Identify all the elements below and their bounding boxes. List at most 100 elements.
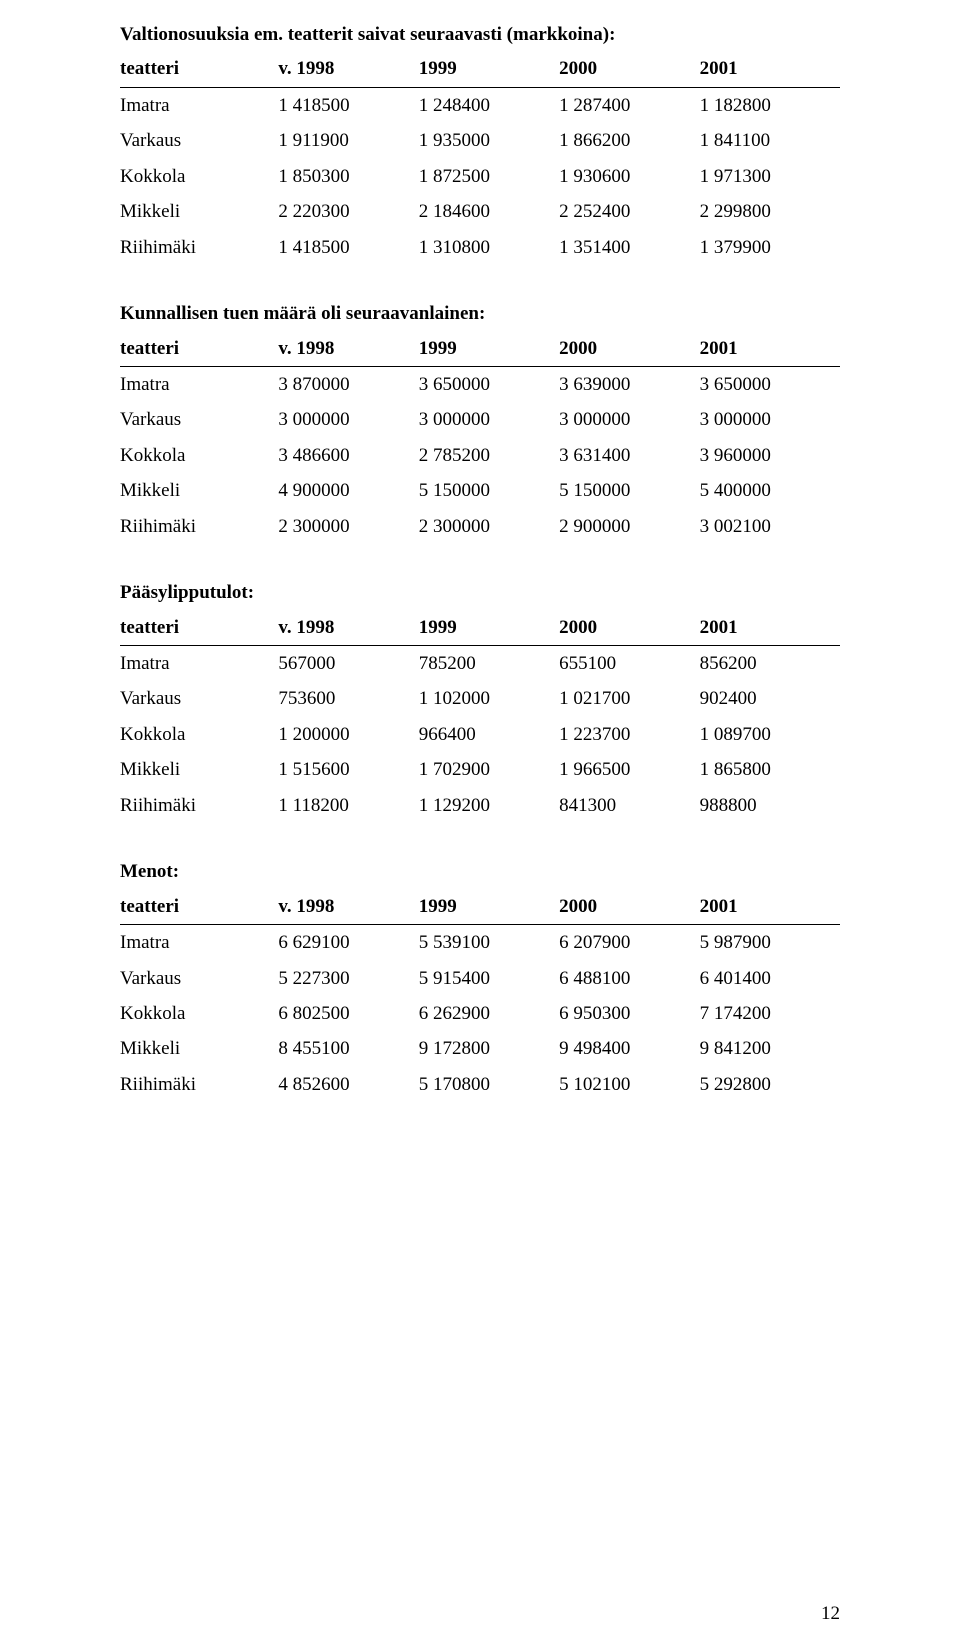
table-row: Mikkeli1 5156001 7029001 9665001 865800 [120, 752, 840, 787]
value-cell: 1 935000 [419, 123, 559, 158]
table-header-cell: teatteri [120, 610, 278, 646]
row-label-cell: Kokkola [120, 996, 278, 1031]
value-cell: 5 539100 [419, 925, 559, 961]
table-header-cell: 2001 [700, 51, 840, 87]
table-row: Varkaus7536001 1020001 021700902400 [120, 681, 840, 716]
page-number: 12 [821, 1599, 840, 1628]
row-label-cell: Riihimäki [120, 788, 278, 823]
table-header-cell: 2001 [700, 610, 840, 646]
value-cell: 1 200000 [278, 717, 418, 752]
row-label-cell: Riihimäki [120, 509, 278, 544]
row-label-cell: Mikkeli [120, 473, 278, 508]
value-cell: 3 650000 [700, 366, 840, 402]
row-label-cell: Imatra [120, 87, 278, 123]
row-label-cell: Imatra [120, 646, 278, 682]
value-cell: 2 785200 [419, 438, 559, 473]
table-row: Riihimäki4 8526005 1708005 1021005 29280… [120, 1067, 840, 1102]
value-cell: 5 400000 [700, 473, 840, 508]
table-row: Mikkeli2 2203002 1846002 2524002 299800 [120, 194, 840, 229]
table-header-cell: 1999 [419, 51, 559, 87]
table-header-cell: 2000 [559, 331, 699, 367]
value-cell: 5 227300 [278, 961, 418, 996]
value-cell: 1 841100 [700, 123, 840, 158]
value-cell: 988800 [700, 788, 840, 823]
value-cell: 966400 [419, 717, 559, 752]
value-cell: 1 515600 [278, 752, 418, 787]
row-label-cell: Imatra [120, 366, 278, 402]
table-header-cell: teatteri [120, 51, 278, 87]
table-header-cell: 1999 [419, 331, 559, 367]
table-header-cell: teatteri [120, 331, 278, 367]
value-cell: 2 300000 [419, 509, 559, 544]
value-cell: 6 401400 [700, 961, 840, 996]
value-cell: 3 639000 [559, 366, 699, 402]
value-cell: 1 866200 [559, 123, 699, 158]
row-label-cell: Riihimäki [120, 230, 278, 265]
table-header-cell: 2001 [700, 331, 840, 367]
section-title: Pääsylipputulot: [120, 578, 840, 607]
value-cell: 1 865800 [700, 752, 840, 787]
table-header-cell: 2000 [559, 889, 699, 925]
value-cell: 6 802500 [278, 996, 418, 1031]
table-header-cell: teatteri [120, 889, 278, 925]
value-cell: 3 000000 [559, 402, 699, 437]
data-table: teatteriv. 1998199920002001Imatra3 87000… [120, 331, 840, 545]
table-header-row: teatteriv. 1998199920002001 [120, 610, 840, 646]
table-row: Kokkola1 2000009664001 2237001 089700 [120, 717, 840, 752]
value-cell: 9 498400 [559, 1031, 699, 1066]
row-label-cell: Varkaus [120, 402, 278, 437]
value-cell: 3 870000 [278, 366, 418, 402]
value-cell: 1 129200 [419, 788, 559, 823]
value-cell: 902400 [700, 681, 840, 716]
table-header-cell: v. 1998 [278, 889, 418, 925]
value-cell: 5 915400 [419, 961, 559, 996]
table-header-cell: 2001 [700, 889, 840, 925]
row-label-cell: Mikkeli [120, 752, 278, 787]
value-cell: 655100 [559, 646, 699, 682]
value-cell: 1 702900 [419, 752, 559, 787]
value-cell: 567000 [278, 646, 418, 682]
value-cell: 3 000000 [419, 402, 559, 437]
row-label-cell: Varkaus [120, 961, 278, 996]
document-body: Valtionosuuksia em. teatterit saivat seu… [120, 20, 840, 1102]
value-cell: 1 418500 [278, 87, 418, 123]
table-row: Kokkola3 4866002 7852003 6314003 960000 [120, 438, 840, 473]
value-cell: 5 150000 [559, 473, 699, 508]
row-label-cell: Kokkola [120, 717, 278, 752]
value-cell: 8 455100 [278, 1031, 418, 1066]
value-cell: 785200 [419, 646, 559, 682]
table-row: Riihimäki1 4185001 3108001 3514001 37990… [120, 230, 840, 265]
table-row: Riihimäki2 3000002 3000002 9000003 00210… [120, 509, 840, 544]
value-cell: 1 118200 [278, 788, 418, 823]
value-cell: 5 150000 [419, 473, 559, 508]
table-row: Kokkola1 8503001 8725001 9306001 971300 [120, 159, 840, 194]
table-row: Imatra567000785200655100856200 [120, 646, 840, 682]
section-title: Kunnallisen tuen määrä oli seuraavanlain… [120, 299, 840, 328]
data-table: teatteriv. 1998199920002001Imatra5670007… [120, 610, 840, 824]
value-cell: 2 252400 [559, 194, 699, 229]
table-row: Varkaus3 0000003 0000003 0000003 000000 [120, 402, 840, 437]
value-cell: 3 000000 [278, 402, 418, 437]
value-cell: 1 287400 [559, 87, 699, 123]
table-header-cell: 2000 [559, 610, 699, 646]
table-row: Kokkola6 8025006 2629006 9503007 174200 [120, 996, 840, 1031]
row-label-cell: Kokkola [120, 438, 278, 473]
table-row: Mikkeli4 9000005 1500005 1500005 400000 [120, 473, 840, 508]
row-label-cell: Mikkeli [120, 1031, 278, 1066]
value-cell: 9 841200 [700, 1031, 840, 1066]
value-cell: 856200 [700, 646, 840, 682]
table-row: Varkaus1 9119001 9350001 8662001 841100 [120, 123, 840, 158]
table-row: Imatra1 4185001 2484001 2874001 182800 [120, 87, 840, 123]
value-cell: 3 650000 [419, 366, 559, 402]
value-cell: 3 002100 [700, 509, 840, 544]
value-cell: 2 300000 [278, 509, 418, 544]
value-cell: 9 172800 [419, 1031, 559, 1066]
value-cell: 6 629100 [278, 925, 418, 961]
value-cell: 5 987900 [700, 925, 840, 961]
table-header-row: teatteriv. 1998199920002001 [120, 889, 840, 925]
value-cell: 3 631400 [559, 438, 699, 473]
value-cell: 6 262900 [419, 996, 559, 1031]
value-cell: 2 184600 [419, 194, 559, 229]
row-label-cell: Varkaus [120, 123, 278, 158]
row-label-cell: Varkaus [120, 681, 278, 716]
